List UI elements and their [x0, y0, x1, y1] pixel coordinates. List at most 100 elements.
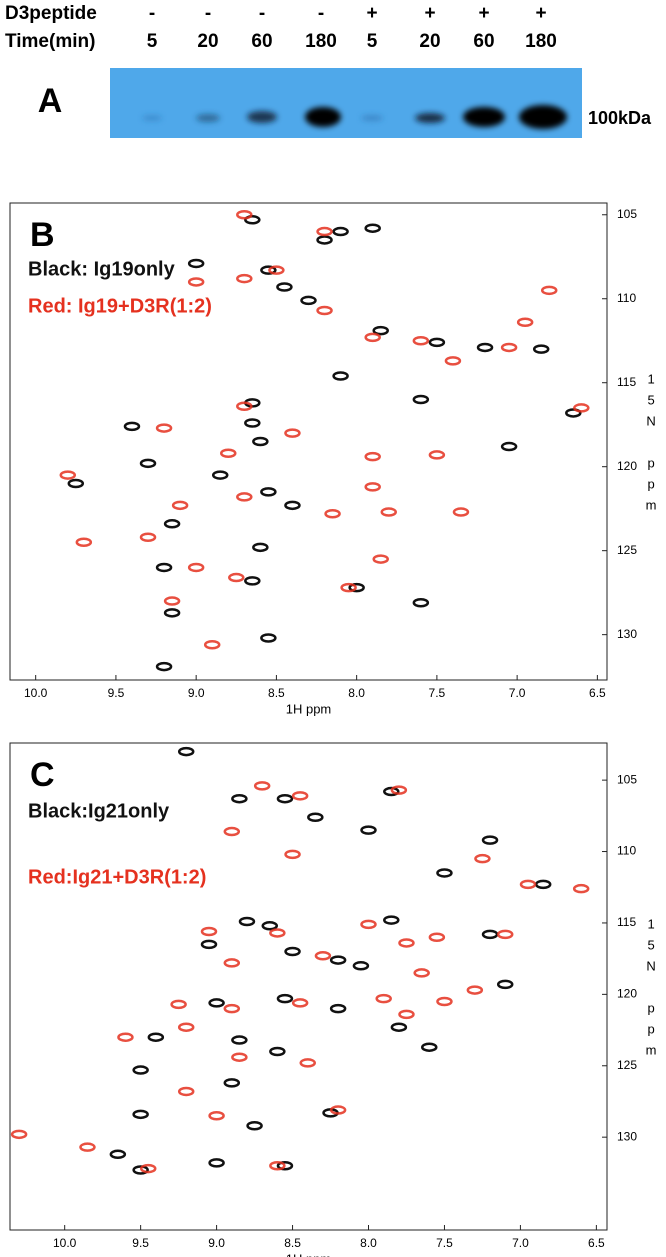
peptide-sign: +: [424, 3, 435, 24]
y-axis-label: 15N ppm: [644, 917, 659, 1064]
peak: [329, 1105, 347, 1115]
peak: [496, 929, 514, 940]
x-tick-label: 6.5: [589, 686, 606, 700]
x-tick-label: 8.0: [360, 1236, 377, 1250]
peak: [383, 915, 400, 925]
peak: [10, 1129, 28, 1140]
peak: [284, 849, 301, 860]
peptide-sign: +: [478, 3, 489, 24]
peak: [236, 492, 253, 502]
peak: [260, 633, 277, 643]
peak: [476, 342, 494, 353]
peak: [466, 985, 484, 995]
peak: [364, 332, 381, 343]
peak: [413, 968, 430, 978]
peak: [316, 305, 333, 316]
y-tick-label: 120: [617, 459, 637, 473]
y-tick-label: 130: [617, 627, 637, 641]
x-tick-label: 10.0: [53, 1236, 77, 1250]
peak: [398, 938, 415, 948]
y-tick-label: 115: [617, 375, 636, 389]
y-tick-label: 105: [617, 772, 637, 786]
peak: [516, 317, 534, 327]
peak: [398, 1009, 415, 1020]
peak-series: [10, 781, 590, 1174]
peak: [565, 408, 582, 418]
time-label: 20: [419, 31, 440, 52]
peak: [211, 470, 229, 480]
peak: [75, 537, 93, 548]
peptide-sign: -: [205, 3, 211, 24]
peptide-sign: -: [259, 3, 265, 24]
peak: [132, 1109, 149, 1120]
peak: [573, 403, 590, 413]
peak: [187, 258, 205, 269]
peak: [117, 1032, 134, 1042]
peak: [519, 879, 537, 890]
peak: [276, 793, 294, 804]
time-label: 180: [305, 31, 337, 52]
peak: [332, 371, 349, 381]
peak: [155, 423, 173, 433]
peak: [163, 519, 181, 529]
peak: [260, 487, 277, 497]
peak: [139, 458, 157, 469]
peak: [532, 344, 550, 354]
peak: [59, 470, 77, 480]
y-tick-label: 115: [617, 915, 636, 929]
peak: [329, 955, 347, 965]
peak: [208, 1158, 225, 1168]
peak: [375, 993, 392, 1004]
x-tick-label: 7.0: [512, 1236, 529, 1250]
peak: [132, 1165, 149, 1175]
peak: [208, 998, 225, 1008]
y-tick-label: 105: [617, 207, 637, 221]
y-axis-label: 15N ppm: [644, 372, 659, 519]
peak: [436, 996, 453, 1007]
y-tick-label: 125: [617, 543, 637, 557]
x-axis-label: 1H ppm: [286, 1251, 332, 1257]
peak: [307, 812, 324, 823]
peak: [291, 998, 309, 1008]
peak: [67, 478, 85, 489]
peak: [155, 661, 173, 672]
peak: [231, 793, 248, 804]
peak: [412, 597, 430, 608]
peak: [372, 325, 389, 336]
x-tick-label: 7.5: [436, 1236, 453, 1250]
peak: [163, 596, 181, 606]
peptide-sign: -: [149, 3, 155, 24]
peak: [187, 562, 205, 573]
peak: [163, 608, 181, 618]
peak: [481, 835, 499, 845]
peak: [390, 785, 408, 795]
time-label: 20: [197, 31, 218, 52]
peak: [496, 979, 514, 990]
peak: [155, 562, 173, 573]
peak: [412, 394, 430, 405]
panel-label: B: [30, 216, 55, 254]
peak: [223, 826, 241, 837]
peak: [500, 441, 518, 452]
peak: [244, 576, 261, 586]
x-tick-label: 6.5: [588, 1236, 605, 1250]
peptide-sign: +: [366, 3, 377, 24]
peak: [284, 428, 301, 438]
peptide-sign: -: [318, 3, 324, 24]
peak: [252, 436, 269, 447]
peak: [220, 448, 237, 459]
y-tick-label: 120: [617, 987, 637, 1001]
peak: [364, 451, 381, 462]
peak: [187, 277, 205, 287]
peak: [269, 1160, 286, 1171]
peak: [276, 282, 293, 292]
peak: [428, 337, 446, 348]
peak: [276, 993, 294, 1004]
peak: [329, 1003, 347, 1014]
peak: [109, 1149, 127, 1160]
peak: [348, 582, 365, 593]
peak: [200, 939, 218, 950]
plot-frame: [9, 202, 608, 681]
peak: [452, 507, 470, 517]
